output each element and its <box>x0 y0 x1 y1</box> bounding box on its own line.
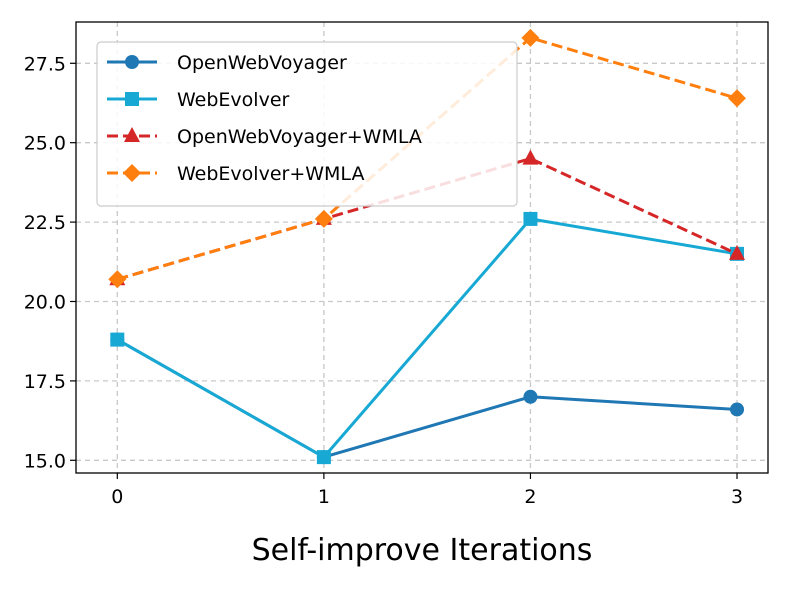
data-point <box>521 28 540 47</box>
data-point <box>728 89 747 108</box>
legend: OpenWebVoyager WebEvolver OpenWebVoyager+W… <box>96 41 518 207</box>
y-tick-label: 25.0 <box>24 133 66 155</box>
data-point <box>523 389 538 404</box>
axis-ticks: 0 1 2 3 15.0 17.5 20.0 22.5 25.0 27.5 <box>24 53 743 508</box>
legend-label: OpenWebVoyager <box>177 52 347 74</box>
legend-box <box>96 41 518 207</box>
x-axis-title: Self-improve Iterations <box>252 533 593 568</box>
x-tick-label: 0 <box>111 486 123 508</box>
legend-marker <box>124 127 140 142</box>
x-tick-label: 2 <box>524 486 536 508</box>
x-tick-label: 3 <box>731 486 743 508</box>
y-tick-label: 15.0 <box>24 450 66 472</box>
legend-marker <box>125 92 139 106</box>
legend-label: WebEvolver <box>177 89 290 111</box>
data-point <box>522 149 539 165</box>
legend-item: OpenWebVoyager+WMLA <box>107 126 422 148</box>
series-line <box>116 217 738 459</box>
legend-label: OpenWebVoyager+WMLA <box>177 126 422 148</box>
legend-label: WebEvolver+WMLA <box>177 163 364 185</box>
y-tick-label: 22.5 <box>24 212 66 234</box>
legend-item: WebEvolver <box>107 89 290 111</box>
plot-frame <box>75 21 769 474</box>
y-tick-label: 27.5 <box>24 53 66 75</box>
data-point <box>730 402 745 417</box>
x-tick-label: 1 <box>318 486 330 508</box>
data-point <box>108 270 127 289</box>
data-point <box>110 332 125 347</box>
legend-item: OpenWebVoyager <box>107 52 347 74</box>
legend-item: WebEvolver+WMLA <box>107 163 364 185</box>
legend-marker <box>123 164 141 182</box>
series-openwebvoyager <box>110 332 745 465</box>
data-point <box>314 209 333 228</box>
legend-marker <box>125 55 139 69</box>
y-tick-label: 17.5 <box>24 371 66 393</box>
series-line <box>116 338 738 459</box>
data-point <box>316 450 331 465</box>
data-point <box>729 244 746 260</box>
y-tick-label: 20.0 <box>24 291 66 313</box>
data-point <box>523 211 538 226</box>
